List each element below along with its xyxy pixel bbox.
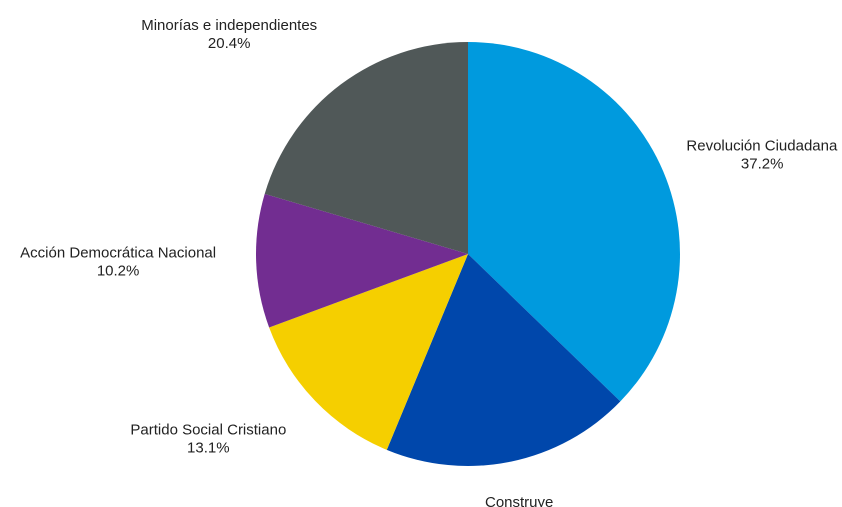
pie-slice-partido-social-cristiano xyxy=(269,254,468,450)
slice-value-partido-social-cristiano: 13.1% xyxy=(187,440,230,457)
pie-labels: Revolución Ciudadana37.2%Construye19%Par… xyxy=(20,17,838,507)
pie-slices xyxy=(256,42,680,467)
slice-label-accion-democratica-nacional: Acción Democrática Nacional xyxy=(20,244,216,261)
pie-slice-minorias-e-independientes xyxy=(264,42,468,254)
slice-label-partido-social-cristiano: Partido Social Cristiano xyxy=(130,422,286,439)
slice-label-revolucion-ciudadana: Revolución Ciudadana xyxy=(686,138,838,155)
slice-value-revolucion-ciudadana: 37.2% xyxy=(741,156,784,173)
slice-label-construye: Construye xyxy=(485,494,553,507)
pie-slice-construye xyxy=(386,254,621,467)
pie-slice-revolucion-ciudadana xyxy=(468,42,680,402)
slice-label-minorias-e-independientes: Minorías e independientes xyxy=(141,17,317,34)
slice-value-minorias-e-independientes: 20.4% xyxy=(208,35,251,52)
slice-value-accion-democratica-nacional: 10.2% xyxy=(97,262,140,279)
pie-slice-accion-democratica-nacional xyxy=(256,193,468,328)
